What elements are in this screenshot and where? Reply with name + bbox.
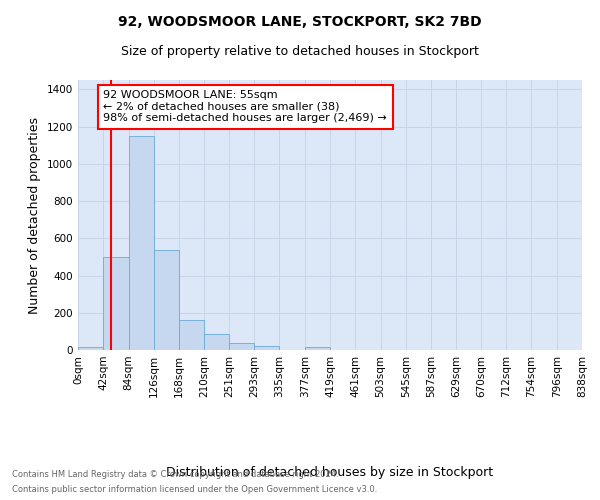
Text: Contains HM Land Registry data © Crown copyright and database right 2024.: Contains HM Land Registry data © Crown c… (12, 470, 338, 479)
Text: 92 WOODSMOOR LANE: 55sqm
← 2% of detached houses are smaller (38)
98% of semi-de: 92 WOODSMOOR LANE: 55sqm ← 2% of detache… (103, 90, 387, 124)
Bar (103, 257, 128, 350)
Bar (205, 334, 229, 350)
X-axis label: Distribution of detached houses by size in Stockport: Distribution of detached houses by size … (166, 466, 494, 479)
Bar (305, 347, 330, 350)
Bar (128, 136, 154, 350)
Bar (78, 347, 103, 350)
Text: 92, WOODSMOOR LANE, STOCKPORT, SK2 7BD: 92, WOODSMOOR LANE, STOCKPORT, SK2 7BD (118, 15, 482, 29)
Bar (154, 250, 179, 350)
Bar (179, 320, 205, 350)
Bar (229, 344, 254, 350)
Bar (254, 346, 280, 350)
Text: Contains public sector information licensed under the Open Government Licence v3: Contains public sector information licen… (12, 485, 377, 494)
Y-axis label: Number of detached properties: Number of detached properties (28, 116, 41, 314)
Text: Size of property relative to detached houses in Stockport: Size of property relative to detached ho… (121, 45, 479, 58)
